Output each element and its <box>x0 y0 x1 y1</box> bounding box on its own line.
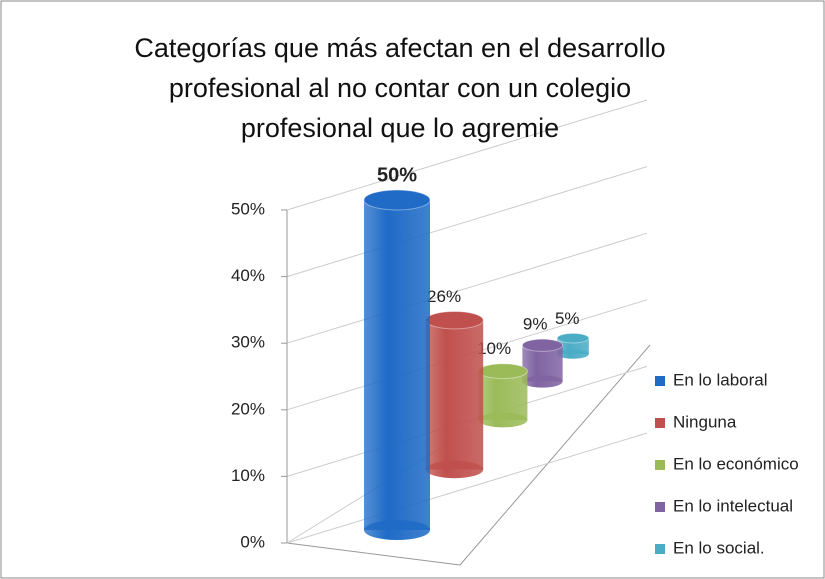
y-tick-label: 10% <box>231 466 265 485</box>
value-label: 50% <box>377 164 417 186</box>
legend-label: Ninguna <box>673 412 737 431</box>
value-label: 26% <box>427 287 461 306</box>
legend-label: En lo social. <box>673 538 765 557</box>
legend-label: En lo intelectual <box>673 496 793 515</box>
cylinder-body <box>478 371 528 420</box>
cylinder-body <box>425 320 484 470</box>
grid-line <box>286 99 648 211</box>
cylinder <box>521 338 564 388</box>
cylinder-body <box>364 200 430 530</box>
cylinder <box>556 332 590 359</box>
floor-edge <box>459 344 651 566</box>
legend-swatch <box>655 460 665 470</box>
legend-swatch <box>655 376 665 386</box>
legend-swatch <box>655 502 665 512</box>
y-tick-label: 30% <box>231 333 265 352</box>
cylinder-top <box>478 363 528 380</box>
y-tick-label: 0% <box>240 532 265 551</box>
cylinder-top <box>521 338 564 352</box>
cylinder <box>363 189 431 540</box>
legend-swatch <box>655 544 665 554</box>
y-tick-label: 20% <box>231 399 265 418</box>
cylinder-top <box>425 311 484 330</box>
y-tick-label: 40% <box>231 266 265 285</box>
legend-swatch <box>655 418 665 428</box>
chart-title: Categorías que más afectan en el desarro… <box>134 33 666 143</box>
cylinder-top <box>556 332 590 344</box>
value-label: 10% <box>477 339 511 358</box>
cylinder <box>425 311 484 479</box>
floor-edge <box>286 542 461 566</box>
grid-line <box>286 432 648 544</box>
cylinder-top <box>363 189 431 211</box>
cylinder <box>478 363 528 428</box>
grid-line <box>286 232 648 344</box>
grid-line <box>286 166 648 278</box>
y-tick-label: 50% <box>231 199 265 218</box>
value-label: 9% <box>523 315 548 334</box>
legend-label: En lo laboral <box>673 370 768 389</box>
value-label: 5% <box>555 309 580 328</box>
legend-label: En lo económico <box>673 454 799 473</box>
